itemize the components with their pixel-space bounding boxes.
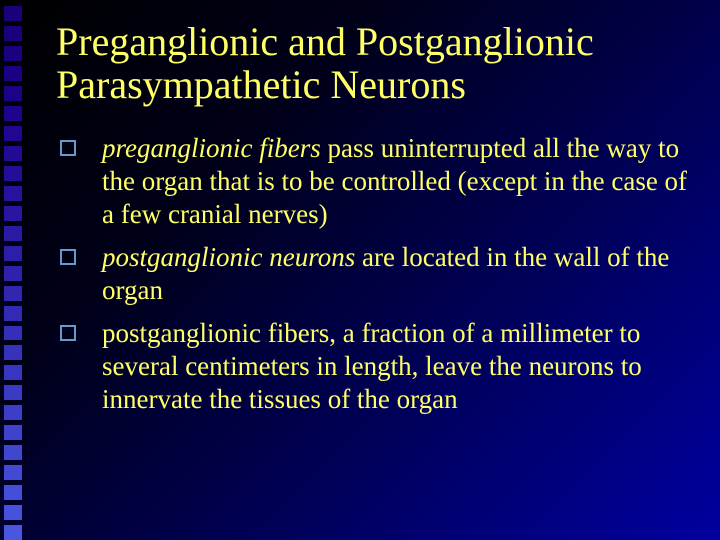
slide-content: Preganglionic and Postganglionic Parasym…	[56, 20, 696, 426]
bullet-text: postganglionic fibers, a fraction of a m…	[102, 318, 642, 414]
leftbar-square	[4, 405, 22, 420]
leftbar-square	[4, 505, 22, 520]
leftbar-square	[4, 286, 22, 301]
leftbar-square	[4, 246, 22, 261]
bullet-list: preganglionic fibers pass uninterrupted …	[56, 132, 696, 416]
bullet-emphasis: preganglionic fibers	[102, 133, 321, 163]
leftbar-square	[4, 26, 22, 41]
leftbar-square	[4, 66, 22, 81]
leftbar-square	[4, 6, 22, 21]
decorative-leftbar	[0, 0, 32, 540]
leftbar-square	[4, 266, 22, 281]
leftbar-square	[4, 46, 22, 61]
leftbar-square	[4, 465, 22, 480]
leftbar-square	[4, 146, 22, 161]
leftbar-square	[4, 166, 22, 181]
bullet-marker-icon	[60, 140, 76, 156]
leftbar-square	[4, 86, 22, 101]
leftbar-square	[4, 186, 22, 201]
leftbar-square	[4, 485, 22, 500]
leftbar-square	[4, 385, 22, 400]
leftbar-square	[4, 206, 22, 221]
leftbar-square	[4, 365, 22, 380]
bullet-emphasis: postganglionic neurons	[102, 242, 355, 272]
bullet-marker-icon	[60, 249, 76, 265]
leftbar-square	[4, 445, 22, 460]
leftbar-square	[4, 345, 22, 360]
leftbar-square	[4, 226, 22, 241]
bullet-item: postganglionic neurons are located in th…	[56, 241, 696, 307]
leftbar-square	[4, 106, 22, 121]
bullet-marker-icon	[60, 325, 76, 341]
leftbar-square	[4, 525, 22, 540]
leftbar-square	[4, 425, 22, 440]
bullet-item: postganglionic fibers, a fraction of a m…	[56, 317, 696, 416]
leftbar-square	[4, 126, 22, 141]
leftbar-square	[4, 326, 22, 341]
slide: Preganglionic and Postganglionic Parasym…	[0, 0, 720, 540]
bullet-item: preganglionic fibers pass uninterrupted …	[56, 132, 696, 231]
slide-title: Preganglionic and Postganglionic Parasym…	[56, 20, 696, 106]
leftbar-square	[4, 306, 22, 321]
